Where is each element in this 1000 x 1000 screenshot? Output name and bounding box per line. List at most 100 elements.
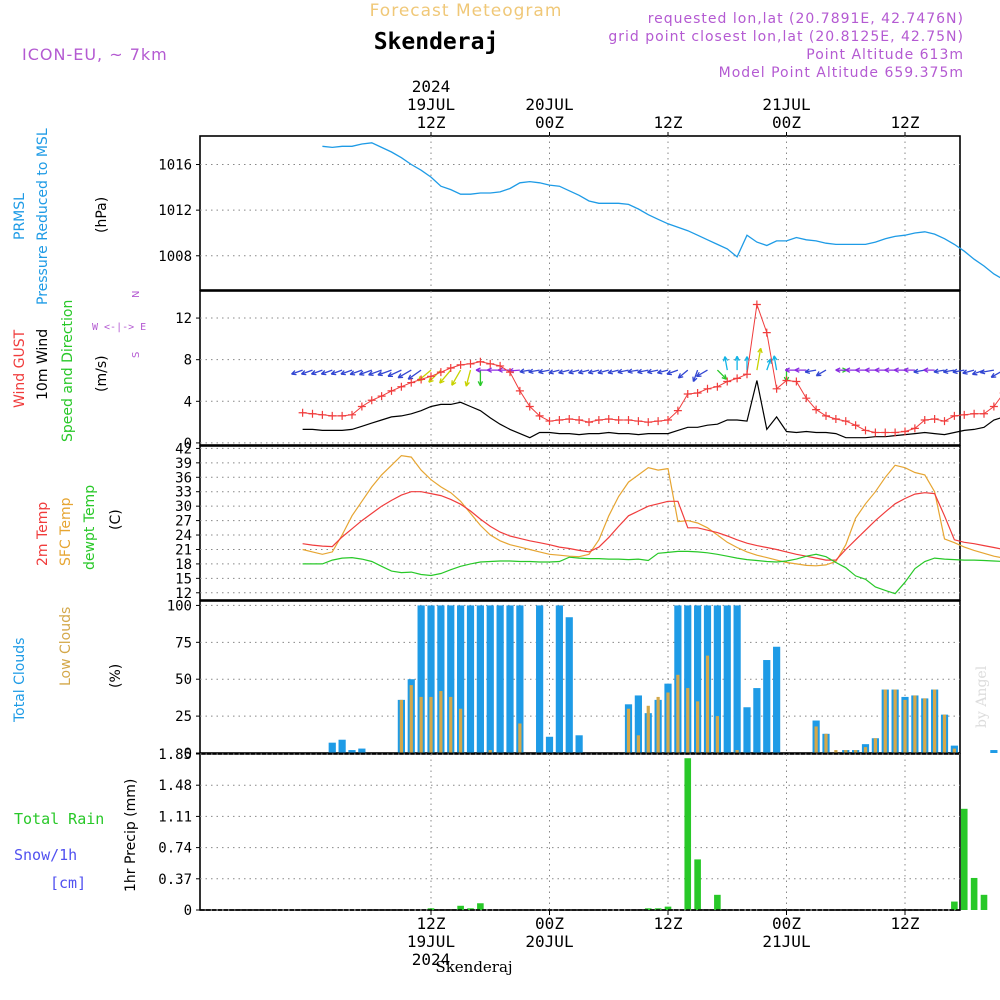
wind-direction-arrows xyxy=(291,347,1000,387)
wind-arrow xyxy=(692,369,699,383)
low-cloud-bar xyxy=(903,699,907,753)
gust-marker xyxy=(910,424,919,433)
clouds-frame xyxy=(199,600,961,754)
pressure-frame xyxy=(199,135,961,291)
wind-arrow xyxy=(300,369,313,376)
gust-marker xyxy=(673,406,682,415)
total-cloud-bar xyxy=(733,605,741,753)
rain-bar xyxy=(714,894,721,910)
low-cloud-bar xyxy=(656,696,660,753)
wind-arrow xyxy=(519,368,530,374)
gust-marker xyxy=(654,417,663,426)
wind-arrow xyxy=(607,369,619,375)
rain-bar xyxy=(477,903,484,910)
temp-2m-label: 2m Temp xyxy=(35,502,51,566)
wind-dir-label: Speed and Direction xyxy=(60,300,76,442)
low-cloud-bar xyxy=(873,738,877,753)
precip-ytick-label: 1.85 xyxy=(158,747,192,763)
low-cloud-bar xyxy=(824,733,828,753)
pressure-series-line xyxy=(322,142,1000,279)
low-cloud-bar xyxy=(626,708,631,753)
forecast-label: Forecast Meteogram xyxy=(370,1,563,21)
gust-marker xyxy=(436,368,445,377)
gust-marker xyxy=(812,405,821,414)
bottom-tick-label: 12Z xyxy=(417,914,446,933)
low-cloud-bar xyxy=(459,708,463,753)
low-cloud-bar xyxy=(844,750,848,753)
wind-arrow xyxy=(349,369,363,376)
wind-arrow xyxy=(942,368,955,375)
gust-marker xyxy=(338,411,347,420)
total-cloud-bar xyxy=(466,605,475,753)
wind-arrow xyxy=(784,367,797,373)
precip-panel: Total Rain Snow/1h [cm] 1hr Precip (mm) … xyxy=(14,747,988,919)
low-cloud-bar xyxy=(952,748,956,753)
model-label: ICON-EU, ~ 7km xyxy=(22,45,168,64)
total-cloud-bar xyxy=(328,742,336,753)
bottom-tick-label: 12Z xyxy=(654,914,683,933)
wind-arrow xyxy=(387,369,402,378)
gust-marker xyxy=(752,300,761,309)
top-tick-label: 20JUL xyxy=(525,95,573,114)
rain-bar xyxy=(654,908,662,910)
gust-marker xyxy=(683,390,692,399)
wind-arrow xyxy=(538,368,550,375)
total-cloud-bar xyxy=(447,605,455,753)
wind-ytick-label: 0 xyxy=(184,436,192,452)
clouds-panel: Total Clouds Low Clouds (%) 0 25 50 75 100 xyxy=(12,598,998,762)
wind-arrow xyxy=(310,369,323,376)
wind-arrow xyxy=(903,367,915,373)
wind-arrow xyxy=(656,369,669,375)
gust-marker xyxy=(841,417,850,426)
gust-marker xyxy=(594,416,603,425)
low-cloud-bar xyxy=(863,747,868,753)
compass-n: N xyxy=(131,291,142,298)
wind-arrow xyxy=(558,369,570,375)
total-cloud-bar xyxy=(723,605,731,753)
low-cloud-bar xyxy=(399,699,403,753)
wind-gust-line xyxy=(302,304,1000,433)
clouds-ytick-label: 25 xyxy=(175,709,192,725)
low-cloud-bar xyxy=(409,685,413,753)
rain-bar xyxy=(694,859,701,910)
temperature-ytick-label: 24 xyxy=(175,528,192,544)
dewpoint-line xyxy=(302,550,1000,595)
clouds-ytick-label: 0 xyxy=(184,746,192,762)
temperature-ytick-label: 12 xyxy=(175,586,192,602)
total-cloud-bar xyxy=(427,605,435,753)
wind-arrow xyxy=(864,367,876,373)
wind-arrow xyxy=(340,369,353,376)
wind-frame xyxy=(199,290,961,446)
grid-lines xyxy=(200,136,960,911)
wind-arrow xyxy=(451,369,462,386)
snow-label: Snow/1h xyxy=(14,846,77,864)
pressure-label-desc: Pressure Reduced to MSL xyxy=(35,128,51,305)
temperature-ytick-label: 33 xyxy=(175,485,192,501)
gust-marker xyxy=(792,377,801,386)
low-cloud-bar xyxy=(419,696,423,753)
wind-arrow xyxy=(952,368,965,375)
top-tick-label: 12Z xyxy=(417,113,446,132)
wind-gust-label: Wind GUST xyxy=(12,329,28,408)
temp-unit: (C) xyxy=(108,509,124,530)
low-cloud-bar xyxy=(666,692,670,753)
rain-bars xyxy=(200,758,988,911)
wind-gust-markers xyxy=(298,300,1000,437)
closest-coords: grid point closest lon,lat (20.8125E, 42… xyxy=(608,29,964,45)
wind-arrow xyxy=(377,369,392,377)
pressure-ytick-label: 1012 xyxy=(158,203,192,219)
wind-arrow xyxy=(913,368,925,375)
total-cloud-bar xyxy=(457,605,465,753)
wind-arrow xyxy=(962,369,975,375)
total-cloud-bar xyxy=(694,605,702,753)
wind-arrow xyxy=(716,369,728,380)
gust-marker xyxy=(733,374,742,383)
gust-marker xyxy=(476,357,485,366)
gust-marker xyxy=(624,416,633,425)
wind-arrow xyxy=(756,347,763,371)
low-cloud-bar xyxy=(696,701,700,753)
precip-ytick-label: 0 xyxy=(184,903,192,919)
wind-arrow xyxy=(528,368,540,375)
gust-marker xyxy=(723,377,732,386)
